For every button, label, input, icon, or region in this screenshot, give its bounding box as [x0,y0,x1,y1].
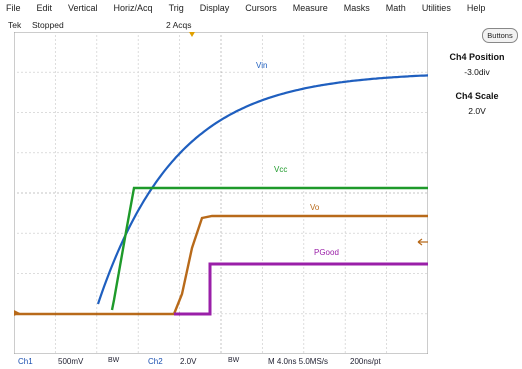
ch1-label[interactable]: Ch1 [18,357,33,366]
menu-horiz-acq[interactable]: Horiz/Acq [113,3,153,13]
vin-label: Vin [256,61,267,70]
ch4-scale-value[interactable]: 2.0V [468,106,486,116]
ch4-scale-title: Ch4 Scale [455,91,499,101]
menu-math[interactable]: Math [385,3,406,13]
menu-vertical[interactable]: Vertical [68,3,98,13]
menu-cursors[interactable]: Cursors [245,3,277,13]
timebase-readout[interactable]: M 4.0ns 5.0MS/s [268,357,329,366]
menu-masks[interactable]: Masks [343,3,370,13]
ch1-scale-readout[interactable]: 500mV [58,357,84,366]
vcc-label: Vcc [274,165,287,174]
trigger-position-marker-icon[interactable] [189,32,195,37]
vcc-trace [110,186,428,311]
menu-edit[interactable]: Edit [36,3,53,13]
trigger-level-arrow-icon[interactable] [417,238,428,246]
menu-trig[interactable]: Trig [168,3,184,13]
pgood-label: PGood [314,248,339,257]
menu-display[interactable]: Display [199,3,230,13]
vin-trace [96,74,428,305]
ch1-bandwidth-icon: BW [108,357,120,364]
ch2-scale-readout[interactable]: 2.0V [180,357,197,366]
menu-measure[interactable]: Measure [292,3,328,13]
ch4-position-title: Ch4 Position [449,52,505,62]
acquisition-count: 2 Acqs [166,20,192,30]
record-rate-readout[interactable]: 200ns/pt [350,357,381,366]
ch4-position-value[interactable]: -3.0div [464,67,490,77]
waveform-display[interactable]: Vin Vcc Vo PGood [14,32,428,354]
menu-file[interactable]: File [6,3,21,13]
graticule-grid [14,32,427,353]
brand-label: Tek [8,20,22,30]
pgood-trace [174,262,428,316]
ground-reference-marker-icon[interactable] [14,310,20,316]
acquisition-state: Stopped [32,20,64,30]
ch2-label[interactable]: Ch2 [148,357,163,366]
side-panel: Ch4 Position -3.0div Ch4 Scale 2.0V [434,50,520,130]
status-bar: Tek Stopped 2 Acqs [0,18,430,32]
vo-label: Vo [310,203,320,212]
ch2-bandwidth-icon: BW [228,357,240,364]
menu-bar: File Edit Vertical Horiz/Acq Trig Displa… [0,0,522,16]
menu-utilities[interactable]: Utilities [421,3,451,13]
buttons-button[interactable]: Buttons [482,28,518,43]
bottom-readout-bar: Ch1 500mV BW Ch2 2.0V BW M 4.0ns 5.0MS/s… [0,356,522,369]
menu-help[interactable]: Help [466,3,486,13]
